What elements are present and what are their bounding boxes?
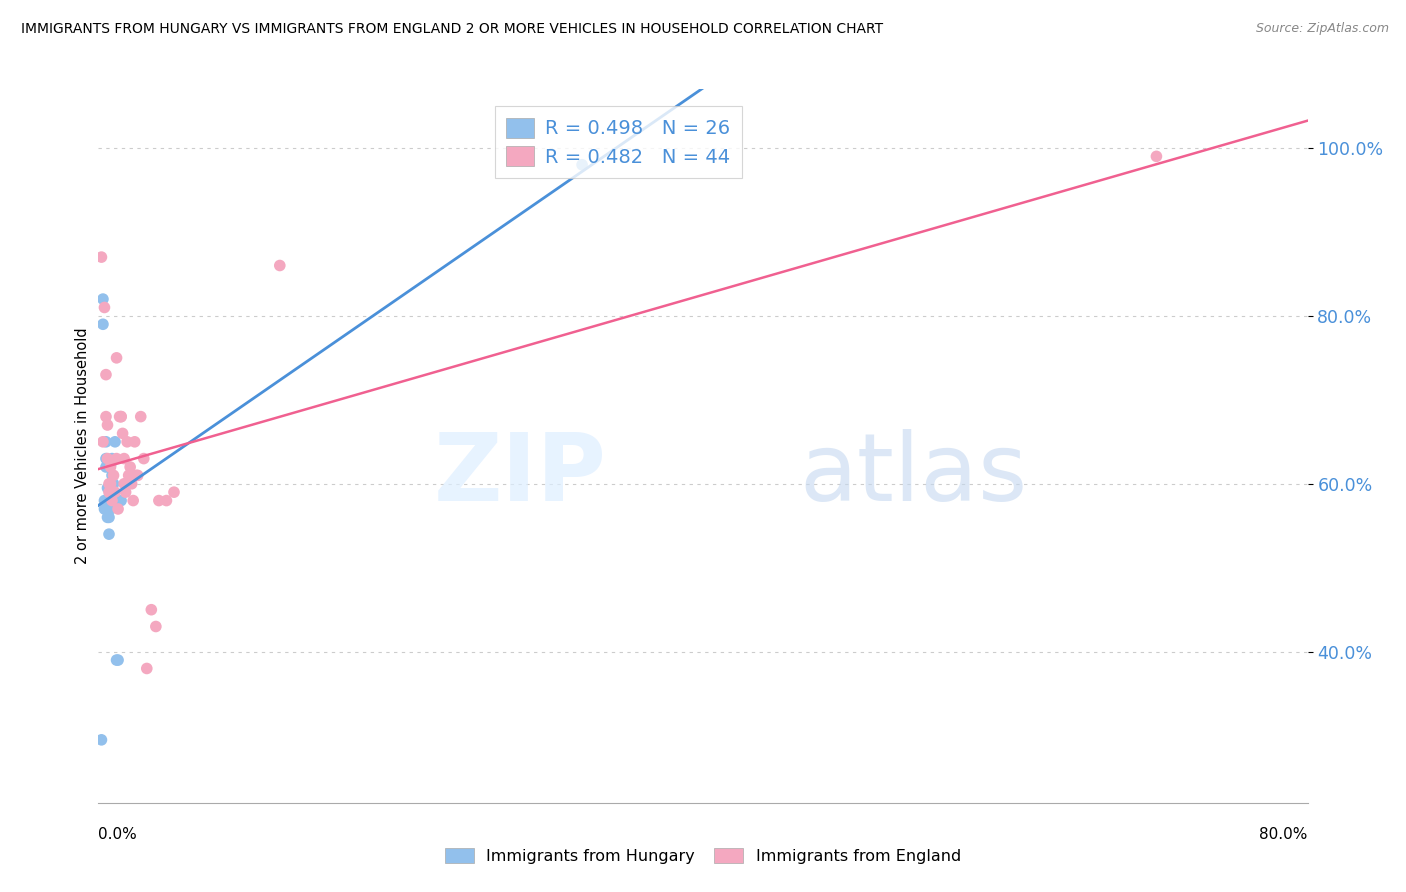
Point [145, 619, 167, 633]
Point [125, 468, 148, 483]
Point [104, 434, 127, 449]
Point [98, 485, 121, 500]
Point [112, 451, 135, 466]
Point [94, 434, 117, 449]
Point [105, 653, 128, 667]
Point [93, 493, 115, 508]
Point [93, 301, 115, 315]
Point [141, 603, 163, 617]
Point [100, 460, 122, 475]
Point [1144, 149, 1167, 163]
Point [94, 451, 117, 466]
Point [107, 502, 129, 516]
Point [100, 502, 122, 516]
Legend: R = 0.498   N = 26, R = 0.482   N = 44: R = 0.498 N = 26, R = 0.482 N = 44 [495, 106, 742, 178]
Point [122, 493, 145, 508]
Point [90, 732, 112, 747]
Text: ZIP: ZIP [433, 428, 606, 521]
Point [103, 485, 125, 500]
Point [98, 491, 121, 506]
Point [129, 409, 152, 424]
Point [96, 481, 118, 495]
Point [91, 292, 114, 306]
Point [94, 409, 117, 424]
Point [121, 476, 143, 491]
Point [103, 485, 125, 500]
Text: atlas: atlas [800, 428, 1028, 521]
Point [103, 476, 125, 491]
Point [111, 426, 134, 441]
Point [127, 468, 149, 483]
Point [114, 485, 136, 500]
Text: Source: ZipAtlas.com: Source: ZipAtlas.com [1256, 22, 1389, 36]
Point [96, 451, 118, 466]
Point [120, 460, 142, 475]
Point [93, 502, 115, 516]
Point [163, 485, 186, 500]
Point [571, 158, 593, 172]
Point [124, 434, 146, 449]
Text: 80.0%: 80.0% [1260, 827, 1308, 841]
Point [148, 493, 170, 508]
Point [90, 250, 112, 264]
Point [132, 451, 155, 466]
Point [105, 351, 128, 365]
Point [101, 493, 124, 508]
Text: 0.0%: 0.0% [98, 827, 138, 841]
Point [98, 510, 121, 524]
Point [100, 476, 122, 491]
Point [98, 527, 121, 541]
Point [104, 485, 127, 500]
Y-axis label: 2 or more Vehicles in Household: 2 or more Vehicles in Household [75, 327, 90, 565]
Point [112, 476, 135, 491]
Text: IMMIGRANTS FROM HUNGARY VS IMMIGRANTS FROM ENGLAND 2 OR MORE VEHICLES IN HOUSEHO: IMMIGRANTS FROM HUNGARY VS IMMIGRANTS FR… [21, 22, 883, 37]
Point [96, 417, 118, 432]
Point [98, 476, 121, 491]
Point [94, 368, 117, 382]
Point [96, 502, 118, 516]
Point [91, 434, 114, 449]
Point [105, 451, 128, 466]
Point [269, 259, 291, 273]
Point [96, 510, 118, 524]
Point [110, 409, 132, 424]
Point [110, 493, 132, 508]
Legend: Immigrants from Hungary, Immigrants from England: Immigrants from Hungary, Immigrants from… [439, 842, 967, 871]
Point [94, 460, 117, 475]
Point [91, 318, 114, 332]
Point [107, 653, 129, 667]
Point [118, 468, 141, 483]
Point [100, 458, 122, 473]
Point [96, 493, 118, 508]
Point [110, 409, 132, 424]
Point [101, 451, 124, 466]
Point [101, 468, 124, 483]
Point [101, 485, 124, 500]
Point [115, 434, 138, 449]
Point [108, 409, 131, 424]
Point [155, 493, 177, 508]
Point [135, 661, 157, 675]
Point [103, 468, 125, 483]
